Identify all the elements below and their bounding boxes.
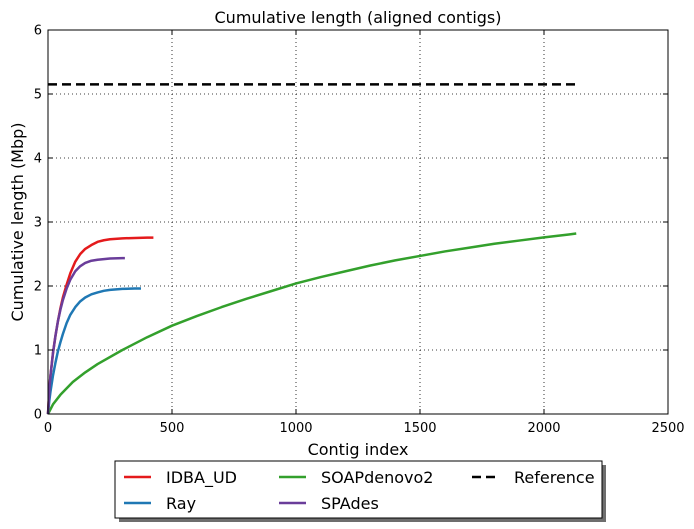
y-tick-label: 3 <box>34 216 42 231</box>
y-tick-label: 4 <box>34 152 42 167</box>
legend: IDBA_UD Ray SOAPdenovo2 SPAdes Reference <box>114 460 606 522</box>
x-axis-label: Contig index <box>308 440 409 459</box>
x-tick-label: 2000 <box>527 421 560 436</box>
y-axis-label: Cumulative length (Mbp) <box>8 122 27 321</box>
series-line-ray <box>46 287 141 415</box>
x-tick-label: 0 <box>44 421 52 436</box>
tick-layer: 0 500 1000 1500 2000 2500 0 1 2 3 4 5 6 <box>34 24 685 437</box>
y-tick-label: 6 <box>34 24 42 39</box>
x-tick-label: 1000 <box>279 421 312 436</box>
x-tick-label: 2500 <box>651 421 684 436</box>
legend-item: SPAdes <box>279 494 379 513</box>
legend-box <box>114 460 603 519</box>
series-line-soapdenovo2 <box>46 232 577 415</box>
x-tick-label: 1500 <box>403 421 436 436</box>
chart-title: Cumulative length (aligned contigs) <box>215 8 502 27</box>
legend-item: Ray <box>124 494 196 513</box>
legend-item: Reference <box>472 468 595 487</box>
series-layer <box>46 83 577 415</box>
y-tick-label: 0 <box>34 408 42 423</box>
legend-items: IDBA_UD Ray SOAPdenovo2 SPAdes Reference <box>124 468 595 513</box>
legend-label: Ray <box>166 494 196 513</box>
y-tick-label: 2 <box>34 280 42 295</box>
legend-label: SOAPdenovo2 <box>321 468 433 487</box>
legend-item: IDBA_UD <box>124 468 237 488</box>
grid-layer <box>48 30 668 414</box>
legend-label: Reference <box>514 468 595 487</box>
legend-item: SOAPdenovo2 <box>279 468 433 487</box>
y-tick-label: 5 <box>34 88 42 103</box>
series-line-spades <box>46 256 125 415</box>
y-tick-label: 1 <box>34 344 42 359</box>
x-tick-label: 500 <box>160 421 185 436</box>
legend-label: SPAdes <box>321 494 379 513</box>
legend-label: IDBA_UD <box>166 468 237 488</box>
